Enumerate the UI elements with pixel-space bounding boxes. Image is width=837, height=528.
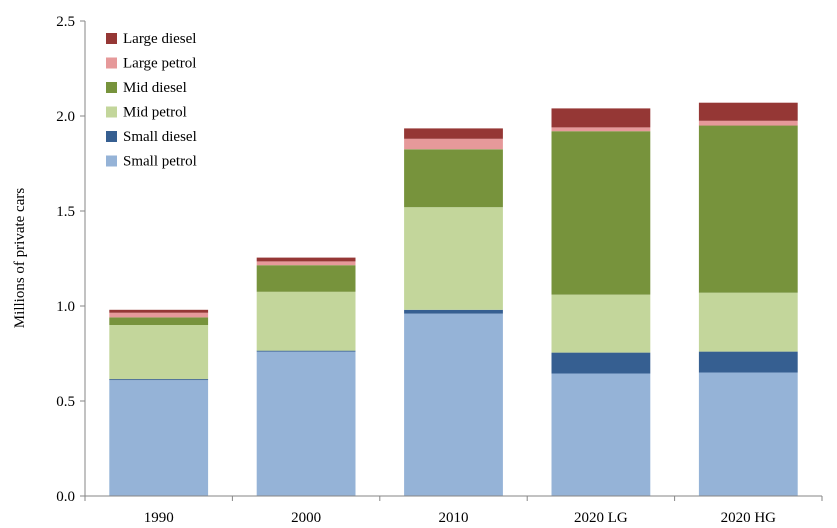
legend-swatch-large-diesel [106, 33, 117, 44]
bar-2020-lg-large-petrol [551, 127, 651, 132]
bar-1990-large-diesel [109, 309, 209, 313]
bar-2010-large-petrol [404, 138, 503, 150]
legend-swatch-mid-diesel [106, 82, 117, 93]
x-tick-label-2020-lg: 2020 LG [574, 510, 628, 526]
legend-label-mid-diesel: Mid diesel [123, 80, 187, 96]
bar-2010-mid-diesel [404, 149, 503, 208]
y-tick-label: 0.5 [56, 394, 75, 410]
bar-2000-large-diesel [256, 257, 356, 262]
y-tick-label: 2.0 [56, 109, 75, 125]
bar-1990-mid-petrol [109, 325, 209, 380]
bar-2010-small-diesel [404, 309, 503, 314]
x-tick-label-2000: 2000 [291, 510, 321, 526]
bar-2020-lg-small-petrol [551, 373, 651, 496]
x-tick-label-2020-hg: 2020 HG [721, 510, 777, 526]
bar-2020-hg-small-diesel [698, 351, 798, 373]
y-tick-label: 1.5 [56, 204, 75, 220]
y-tick-label: 0.0 [56, 489, 75, 505]
bar-1990-mid-diesel [109, 317, 209, 325]
bar-1990-small-petrol [109, 380, 209, 496]
x-tick-label-2010: 2010 [439, 510, 469, 526]
bar-2020-lg-small-diesel [551, 352, 651, 374]
bar-2010-small-petrol [404, 313, 503, 496]
legend-label-large-diesel: Large diesel [123, 31, 196, 47]
y-tick-label: 2.5 [56, 14, 75, 30]
legend-label-mid-petrol: Mid petrol [123, 105, 187, 121]
bar-2020-hg-large-petrol [698, 120, 798, 126]
bar-2020-hg-large-diesel [698, 102, 798, 121]
bar-2000-mid-diesel [256, 265, 356, 292]
bar-2010-large-diesel [404, 128, 503, 139]
bar-1990-large-petrol [109, 312, 209, 318]
bar-2020-lg-mid-petrol [551, 294, 651, 353]
bar-2020-hg-small-petrol [698, 372, 798, 496]
legend-swatch-large-petrol [106, 57, 117, 69]
legend: Large diesel Large petrol Mid diesel Mid pe… [106, 31, 197, 170]
y-axis-title: Millions of private cars [12, 188, 28, 329]
axes-group: 0.0 0.5 1.0 1.5 2.0 2.5 1990 2000 2010 2020 LG 202… [56, 14, 823, 526]
bar-2020-hg-mid-diesel [698, 125, 798, 293]
bar-1990-small-diesel [109, 379, 209, 381]
y-tick-label: 1.0 [56, 299, 75, 315]
bar-2000-small-petrol [256, 351, 356, 496]
legend-swatch-small-petrol [106, 155, 117, 167]
legend-label-large-petrol: Large petrol [123, 56, 196, 72]
legend-swatch-small-diesel [106, 131, 117, 142]
bar-2000-large-petrol [256, 261, 356, 266]
bar-2020-lg-mid-diesel [551, 131, 651, 295]
x-tick-label-1990: 1990 [144, 510, 174, 526]
bars-group [109, 102, 798, 496]
legend-swatch-mid-petrol [106, 106, 117, 118]
bar-2000-mid-petrol [256, 291, 356, 351]
bar-2000-small-diesel [256, 350, 356, 352]
legend-label-small-diesel: Small diesel [123, 129, 197, 145]
bar-2010-mid-petrol [404, 207, 503, 310]
bar-2020-lg-large-diesel [551, 108, 651, 128]
bar-2020-hg-mid-petrol [698, 292, 798, 352]
legend-label-small-petrol: Small petrol [123, 154, 197, 170]
